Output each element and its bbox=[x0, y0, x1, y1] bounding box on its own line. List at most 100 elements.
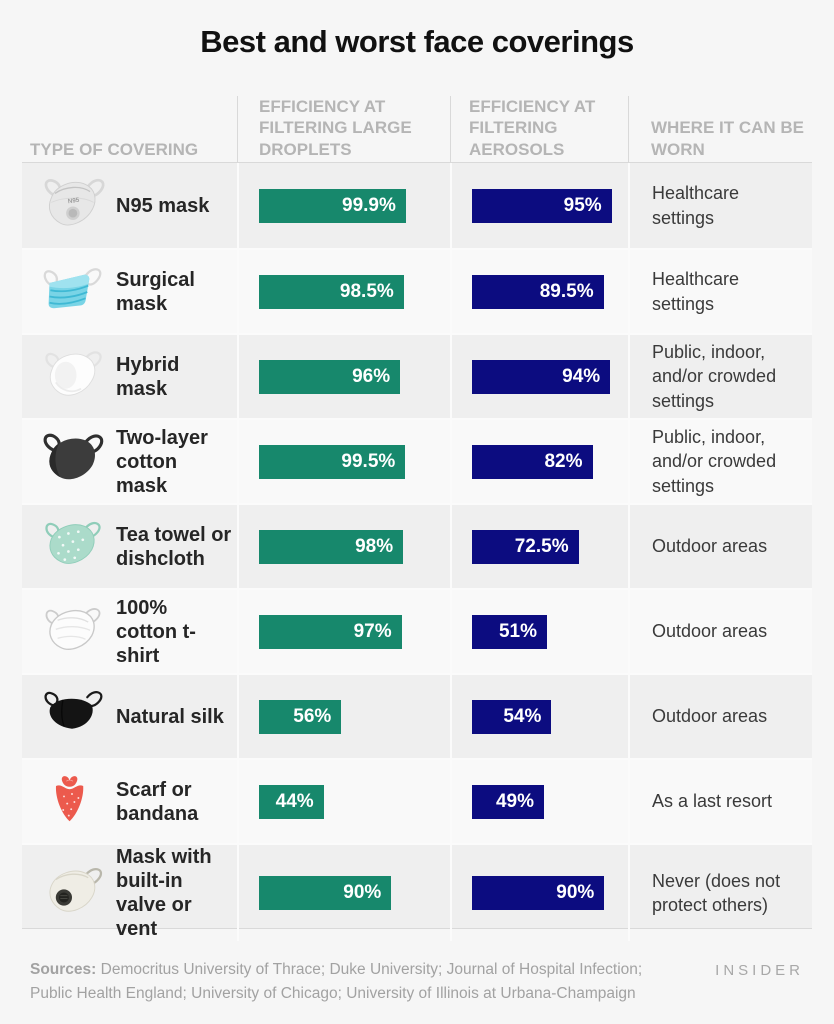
covering-type-cell: 100% cotton t-shirt bbox=[22, 590, 237, 673]
aerosol-efficiency-cell: 95% bbox=[450, 163, 628, 248]
covering-type-cell: Tea towel or dishcloth bbox=[22, 505, 237, 588]
hybrid-mask-icon bbox=[28, 341, 116, 413]
sources-text: Sources: Democritus University of Thrace… bbox=[30, 958, 675, 1006]
aerosol-efficiency-cell: 54% bbox=[450, 675, 628, 758]
droplet-efficiency-value: 56% bbox=[293, 705, 332, 727]
where-worn-text: As a last resort bbox=[652, 791, 773, 812]
covering-type-cell: N95 N95 mask bbox=[22, 163, 237, 248]
surgical-mask-icon bbox=[28, 256, 116, 328]
droplet-efficiency-cell: 98% bbox=[237, 505, 450, 588]
covering-name: Two-layer cotton mask bbox=[116, 426, 208, 497]
aerosol-efficiency-bar: 82% bbox=[472, 444, 593, 479]
droplet-efficiency-cell: 90% bbox=[237, 845, 450, 941]
column-header-where-worn: Where it can be worn bbox=[628, 96, 812, 169]
droplet-efficiency-cell: 44% bbox=[237, 760, 450, 843]
droplet-efficiency-bar: 96% bbox=[259, 359, 401, 394]
aerosol-efficiency-bar: 89.5% bbox=[472, 274, 604, 309]
droplet-efficiency-bar: 98.5% bbox=[259, 274, 404, 309]
valve-mask-icon bbox=[28, 857, 116, 929]
table-row: Mask with built-in valve or vent 90% 90%… bbox=[22, 843, 812, 941]
insider-logo: INSIDER bbox=[715, 961, 804, 979]
column-header-where-worn-label: Where it can be worn bbox=[651, 118, 804, 159]
where-worn-text: Healthcare settings bbox=[652, 269, 740, 314]
aerosol-efficiency-value: 94% bbox=[562, 365, 601, 387]
droplet-efficiency-bar: 56% bbox=[259, 699, 342, 734]
aerosol-efficiency-bar: 49% bbox=[472, 784, 544, 819]
droplet-efficiency-cell: 99.5% bbox=[237, 420, 450, 503]
where-worn-cell: Outdoor areas bbox=[628, 590, 812, 673]
where-worn-text: Never (does not protect others) bbox=[652, 870, 781, 915]
covering-name: Tea towel or dishcloth bbox=[116, 523, 232, 570]
aerosol-efficiency-bar: 90% bbox=[472, 876, 605, 910]
droplet-efficiency-cell: 99.9% bbox=[237, 163, 450, 248]
droplet-efficiency-cell: 97% bbox=[237, 590, 450, 673]
droplet-efficiency-cell: 56% bbox=[237, 675, 450, 758]
aerosol-efficiency-bar: 95% bbox=[472, 188, 612, 223]
covering-name: Hybrid mask bbox=[116, 353, 180, 400]
column-header-droplet-efficiency-label: Efficiency at filtering large droplets bbox=[259, 97, 412, 159]
where-worn-cell: Public, indoor, and/or crowded settings bbox=[628, 335, 812, 418]
aerosol-efficiency-cell: 89.5% bbox=[450, 250, 628, 333]
covering-type-cell: Natural silk bbox=[22, 675, 237, 758]
column-header-droplet-efficiency: Efficiency at filtering large droplets bbox=[237, 96, 450, 169]
where-worn-text: Public, indoor, and/or crowded settings bbox=[652, 342, 777, 411]
sources-label: Sources: bbox=[30, 960, 97, 978]
covering-name: 100% cotton t-shirt bbox=[116, 596, 196, 667]
column-header-type-of-covering: Type of covering bbox=[30, 139, 199, 159]
bandana-icon bbox=[28, 766, 116, 838]
aerosol-efficiency-value: 54% bbox=[503, 705, 542, 727]
where-worn-cell: Healthcare settings bbox=[628, 163, 812, 248]
n95-mask-icon: N95 bbox=[28, 170, 116, 242]
aerosol-efficiency-bar: 94% bbox=[472, 359, 611, 394]
table-body: N95 N95 mask 99.9% 95% Healthcare settin… bbox=[22, 163, 812, 941]
where-worn-text: Outdoor areas bbox=[652, 536, 768, 557]
where-worn-cell: Outdoor areas bbox=[628, 675, 812, 758]
comparison-table: Type of covering Efficiency at filtering… bbox=[22, 96, 812, 941]
droplet-efficiency-bar: 98% bbox=[259, 529, 404, 564]
aerosol-efficiency-cell: 49% bbox=[450, 760, 628, 843]
aerosol-efficiency-cell: 90% bbox=[450, 845, 628, 941]
droplet-efficiency-value: 90% bbox=[343, 882, 382, 903]
droplet-efficiency-value: 99.5% bbox=[341, 450, 396, 472]
covering-name: Scarf or bandana bbox=[116, 778, 199, 825]
covering-type-cell: Scarf or bandana bbox=[22, 760, 237, 843]
where-worn-text: Outdoor areas bbox=[652, 621, 768, 642]
sources-list: Democritus University of Thrace; Duke Un… bbox=[30, 960, 643, 1002]
covering-name: N95 mask bbox=[116, 194, 210, 217]
where-worn-cell: Public, indoor, and/or crowded settings bbox=[628, 420, 812, 503]
tea-towel-mask-icon bbox=[28, 511, 116, 583]
title-area: Best and worst face coverings bbox=[0, 0, 834, 60]
where-worn-text: Healthcare settings bbox=[652, 183, 740, 228]
aerosol-efficiency-bar: 54% bbox=[472, 699, 552, 734]
droplet-efficiency-bar: 97% bbox=[259, 614, 402, 649]
covering-type-cell: Mask with built-in valve or vent bbox=[22, 845, 237, 941]
droplet-efficiency-bar: 44% bbox=[259, 784, 324, 819]
cotton-tshirt-mask-icon bbox=[28, 596, 116, 668]
aerosol-efficiency-cell: 72.5% bbox=[450, 505, 628, 588]
svg-text:N95: N95 bbox=[67, 196, 80, 205]
droplet-efficiency-cell: 96% bbox=[237, 335, 450, 418]
aerosol-efficiency-value: 82% bbox=[544, 450, 583, 472]
covering-name: Surgical mask bbox=[116, 268, 195, 315]
two-layer-cotton-mask-icon bbox=[28, 426, 116, 498]
covering-type-cell: Surgical mask bbox=[22, 250, 237, 333]
aerosol-efficiency-cell: 82% bbox=[450, 420, 628, 503]
column-header-aerosol-efficiency-label: Efficiency at filtering aerosols bbox=[469, 97, 596, 159]
natural-silk-mask-icon bbox=[28, 681, 116, 753]
aerosol-efficiency-value: 51% bbox=[498, 620, 537, 642]
table-row: Natural silk 56% 54% Outdoor areas bbox=[22, 673, 812, 758]
table-row: Scarf or bandana 44% 49% As a last resor… bbox=[22, 758, 812, 843]
droplet-efficiency-cell: 98.5% bbox=[237, 250, 450, 333]
where-worn-cell: As a last resort bbox=[628, 760, 812, 843]
where-worn-text: Public, indoor, and/or crowded settings bbox=[652, 427, 777, 496]
aerosol-efficiency-bar: 51% bbox=[472, 614, 547, 649]
aerosol-efficiency-value: 72.5% bbox=[514, 535, 569, 557]
where-worn-text: Outdoor areas bbox=[652, 706, 768, 727]
droplet-efficiency-value: 98.5% bbox=[339, 280, 394, 302]
droplet-efficiency-bar: 99.9% bbox=[259, 188, 406, 223]
aerosol-efficiency-value: 49% bbox=[495, 790, 534, 812]
page-title: Best and worst face coverings bbox=[200, 24, 634, 59]
covering-type-cell: Hybrid mask bbox=[22, 335, 237, 418]
where-worn-cell: Healthcare settings bbox=[628, 250, 812, 333]
